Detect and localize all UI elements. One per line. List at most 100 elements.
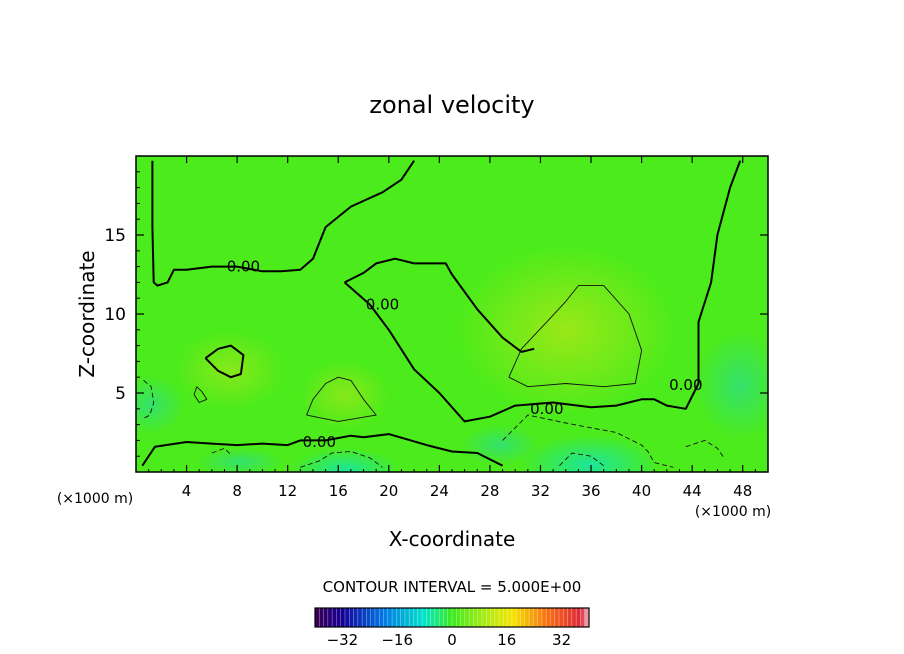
x-axis-label: X-coordinate: [389, 527, 516, 551]
colorbar-swatch: [362, 608, 367, 627]
x-tick-label: 48: [733, 482, 752, 500]
x-tick-label: 44: [683, 482, 702, 500]
x-tick-label: 8: [232, 482, 242, 500]
colorbar-tick-label: 32: [552, 631, 571, 649]
colorbar-swatch: [426, 608, 431, 627]
colorbar-swatch: [473, 608, 478, 627]
x-tick-label: 16: [329, 482, 348, 500]
colorbar-swatch: [494, 608, 500, 627]
colorbar-swatch: [529, 608, 534, 627]
x-tick-label: 32: [531, 482, 550, 500]
colorbar-swatch: [584, 608, 590, 627]
colorbar-swatch: [477, 608, 483, 627]
x-tick-label: 40: [632, 482, 651, 500]
colorbar-frame: [314, 607, 590, 628]
colorbar-swatch: [469, 608, 474, 627]
contour-label: 0.00: [303, 433, 336, 451]
colorbar-swatch: [481, 608, 487, 627]
colorbar-swatch: [340, 608, 346, 627]
colorbar-swatch: [524, 608, 530, 627]
colorbar-swatch: [563, 608, 568, 627]
colorbar-swatch: [571, 608, 577, 627]
contour-lines: [141, 160, 742, 468]
colorbar-swatch: [349, 608, 354, 627]
x-axis: 4 8 12 16 20 24 28 32 36 40 44 48: [148, 156, 756, 500]
colorbar-swatch: [567, 608, 573, 627]
colorbar-swatch: [507, 608, 513, 627]
y-tick-label: 10: [104, 305, 126, 325]
colorbar-swatch: [396, 608, 401, 627]
colorbar-swatch: [443, 608, 449, 627]
contour-label: 0.00: [669, 376, 702, 394]
colorbar-swatch: [439, 608, 444, 627]
colorbar-swatch: [404, 608, 410, 627]
colorbar-swatch: [383, 608, 389, 627]
colorbar-tick-label: 0: [447, 631, 457, 649]
colorbar-tick-label: −16: [381, 631, 413, 649]
chart-title: zonal velocity: [369, 91, 534, 119]
x-tick-label: 36: [581, 482, 600, 500]
colorbar-swatch: [520, 608, 526, 627]
colorbar-swatch: [374, 608, 380, 627]
colorbar-tick-label: −32: [327, 631, 359, 649]
zero-contour-2: [343, 160, 742, 423]
colorbar-swatch: [499, 608, 504, 627]
colorbar-swatch: [554, 608, 560, 627]
contour-label: 0.00: [530, 400, 563, 418]
colorbar-swatch: [550, 608, 556, 627]
zero-contour-3: [344, 257, 535, 353]
colorbar-swatch: [546, 608, 551, 627]
colorbar-swatch: [486, 608, 491, 627]
colorbar-swatch: [452, 608, 457, 627]
negative-contour-2: [502, 414, 674, 468]
colorbar-swatch: [422, 608, 427, 627]
colorbar-swatch: [511, 608, 517, 627]
colorbar-tick-label: 16: [497, 631, 516, 649]
colorbar-swatch: [387, 608, 393, 627]
colorbar-swatch: [576, 608, 581, 627]
positive-contour-0: [306, 376, 377, 422]
colorbar-swatch: [447, 608, 453, 627]
x-unit-right: (×1000 m): [695, 504, 771, 520]
contour-label: 0.00: [227, 258, 260, 276]
colorbar-swatch: [580, 608, 586, 627]
contour-interval-text: CONTOUR INTERVAL = 5.000E+00: [323, 578, 582, 596]
colorbar: −32 −16 0 16 32: [314, 607, 590, 649]
colorbar-swatch: [323, 608, 329, 627]
negative-contour-0: [143, 380, 155, 419]
colorbar-swatch: [464, 608, 470, 627]
colorbar-swatch: [392, 608, 397, 627]
colorbar-swatch: [537, 608, 543, 627]
colorbar-swatch: [456, 608, 461, 627]
y-axis-label: Z-coordinate: [75, 250, 99, 377]
negative-contour-3: [559, 452, 604, 467]
zero-contour-1: [151, 160, 415, 287]
negative-contour-1: [300, 451, 383, 468]
zero-contour-0: [141, 433, 504, 467]
y-tick-label: 5: [115, 384, 126, 404]
colorbar-swatch: [516, 608, 521, 627]
colorbar-swatch: [490, 608, 496, 627]
colorbar-swatch: [409, 608, 414, 627]
colorbar-swatch: [327, 608, 333, 627]
colorbar-swatch: [559, 608, 564, 627]
colorbar-swatch: [460, 608, 466, 627]
colorbar-swatch: [400, 608, 406, 627]
colorbar-swatch: [370, 608, 376, 627]
y-axis: 5 10 15: [104, 171, 768, 457]
positive-contour-1: [508, 285, 643, 388]
colorbar-swatch: [434, 608, 440, 627]
colorbar-swatch: [379, 608, 384, 627]
colorbar-swatch: [413, 608, 419, 627]
negative-contour-4: [685, 439, 725, 459]
colorbar-swatch: [319, 608, 324, 627]
colorbar-swatch: [336, 608, 341, 627]
x-unit-left: (×1000 m): [57, 491, 133, 507]
colorbar-swatch: [315, 608, 320, 627]
colorbar-swatch: [353, 608, 359, 627]
colorbar-swatch: [430, 608, 436, 627]
colorbar-swatch: [541, 608, 547, 627]
colorbar-swatch: [332, 608, 337, 627]
x-tick-label: 24: [430, 482, 449, 500]
